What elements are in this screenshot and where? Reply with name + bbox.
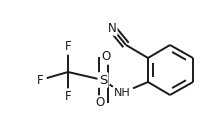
- Text: F: F: [37, 74, 43, 86]
- Text: F: F: [65, 89, 71, 103]
- Text: O: O: [101, 51, 111, 63]
- Text: NH: NH: [114, 88, 130, 98]
- Text: S: S: [99, 74, 107, 86]
- Text: F: F: [65, 41, 71, 53]
- Text: N: N: [108, 22, 116, 34]
- Text: O: O: [95, 96, 105, 110]
